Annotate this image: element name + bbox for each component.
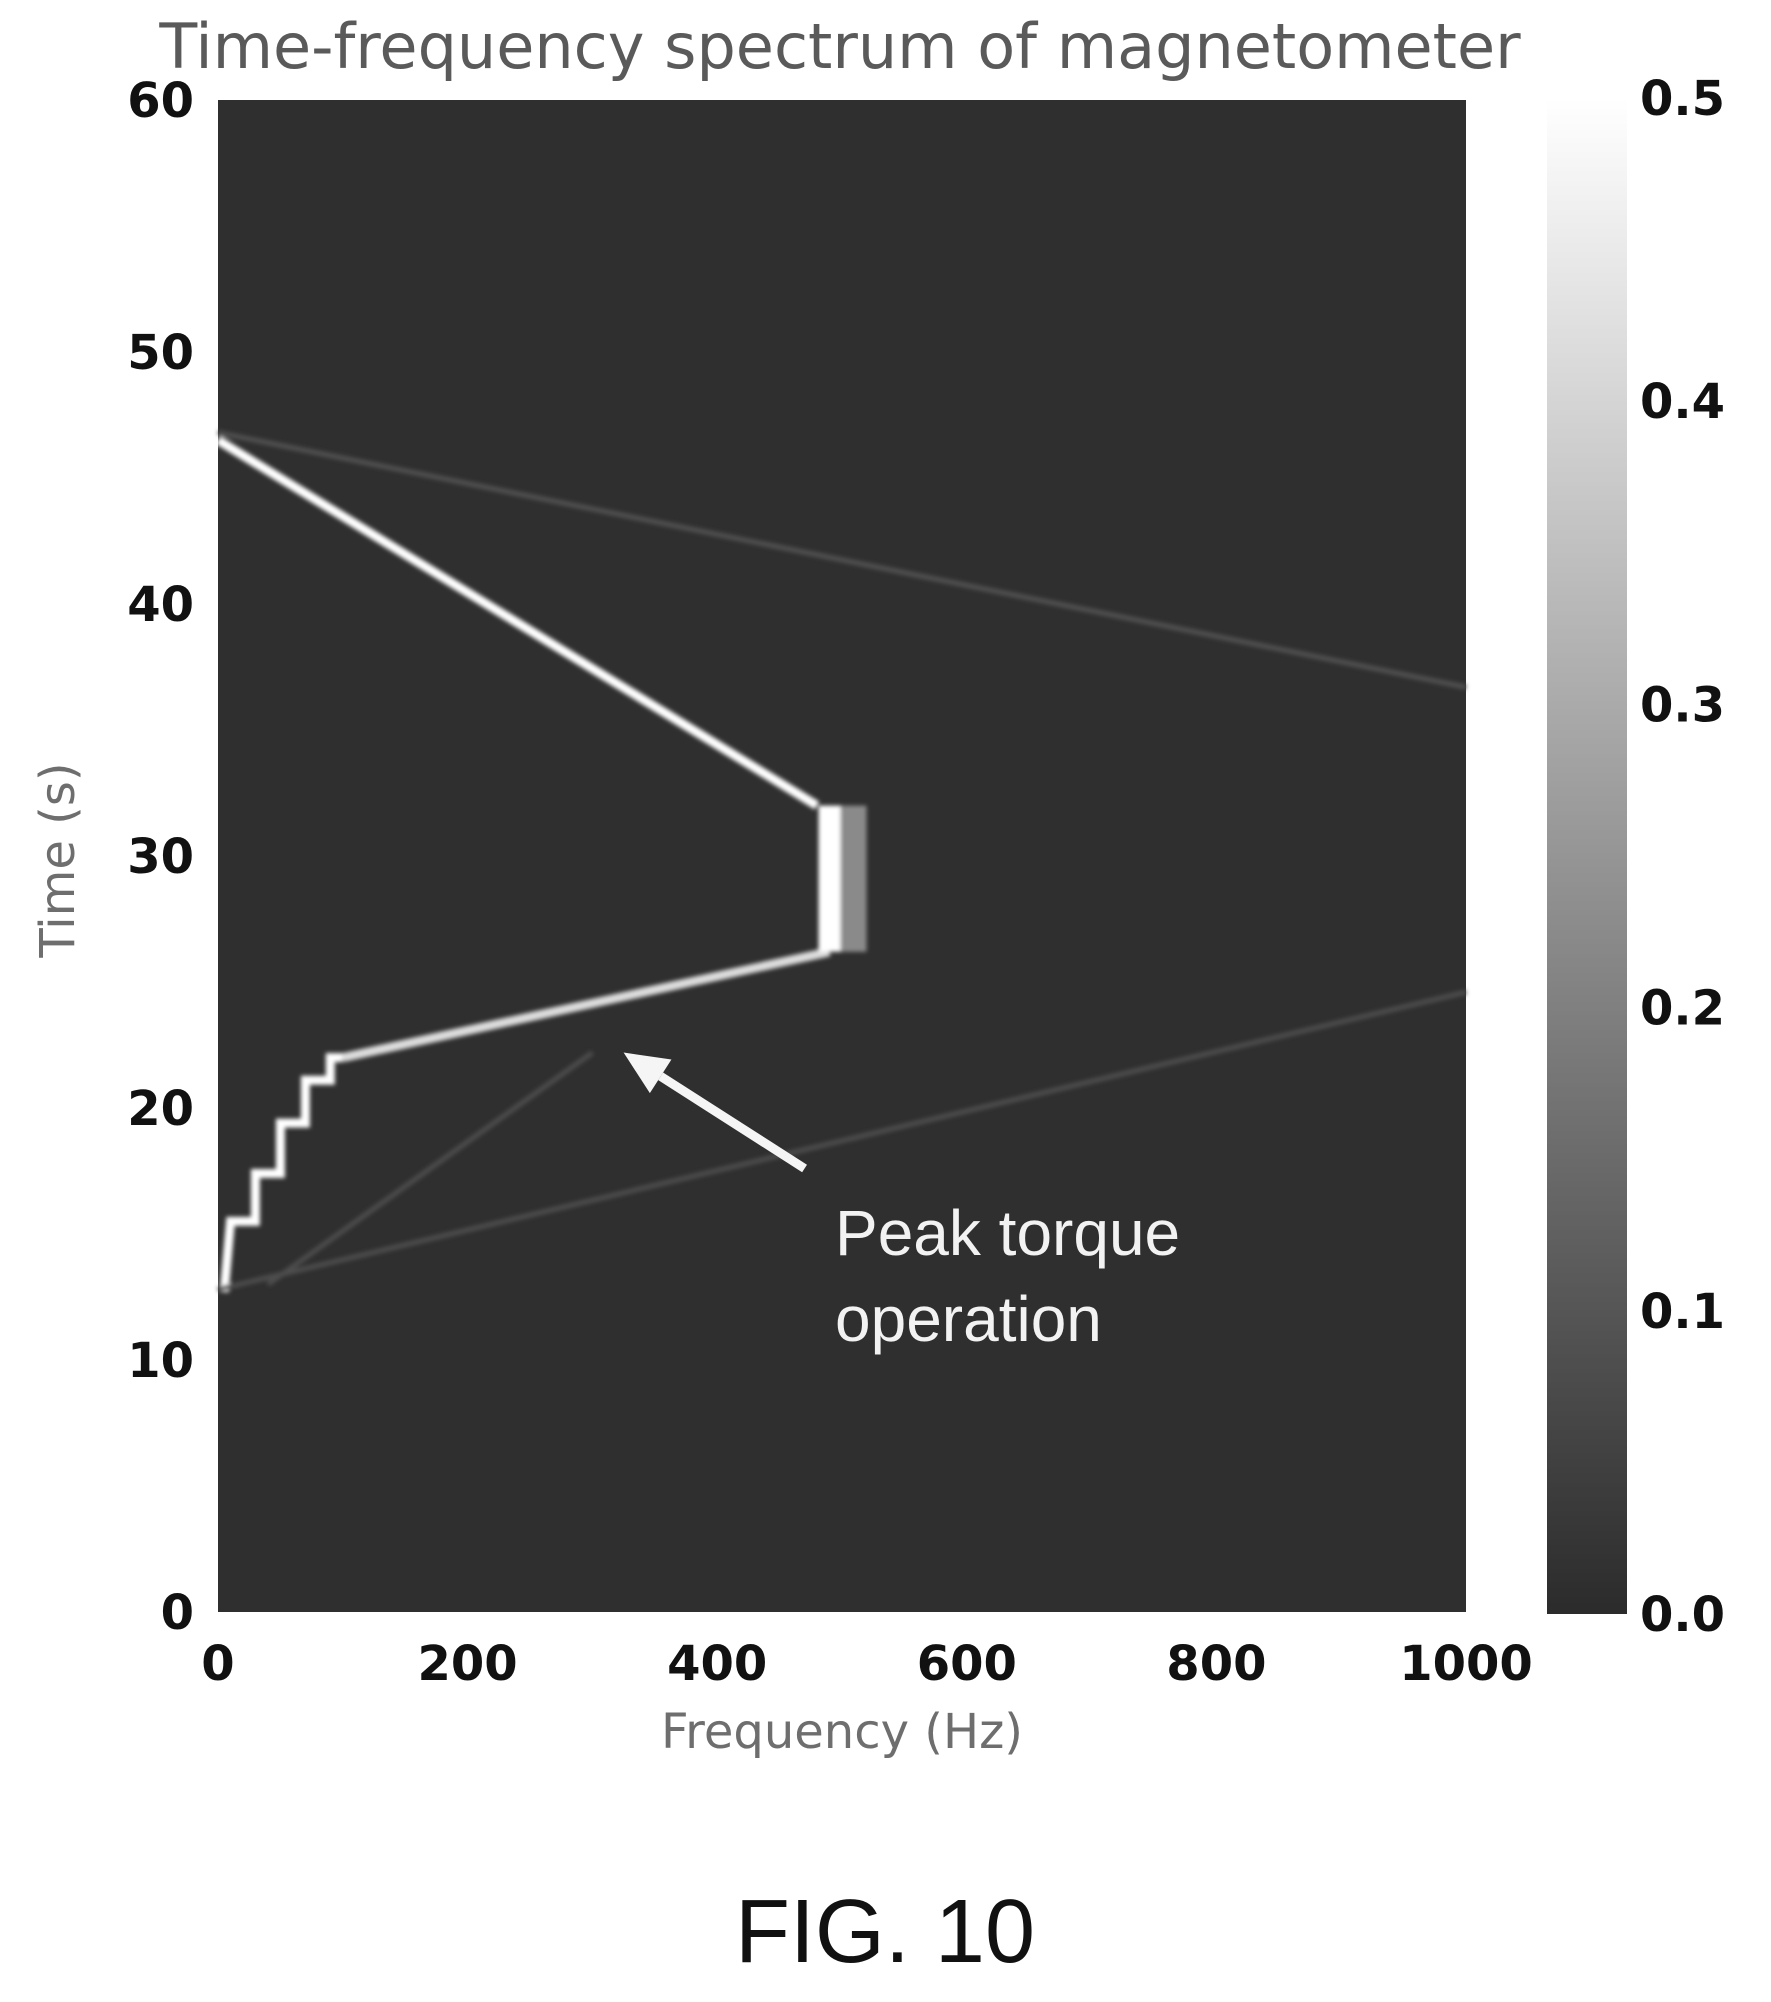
annotation: Peak torque operation: [623, 1052, 1180, 1355]
x-tick-label: 200: [417, 1636, 517, 1692]
chart-title: Time-frequency spectrum of magnetometer: [158, 10, 1521, 83]
figure-label: FIG. 10: [735, 1882, 1035, 1982]
y-tick-label: 50: [127, 325, 194, 381]
x-tick-label: 400: [667, 1636, 767, 1692]
y-tick-label: 40: [127, 577, 194, 633]
annotation-text-line-2: operation: [835, 1283, 1102, 1355]
colorbar-tick-label: 0.0: [1640, 1587, 1725, 1643]
colorbar: 0.0 0.1 0.2 0.3 0.4 0.5: [1547, 71, 1725, 1643]
spectral-trace-6: [266, 1050, 594, 1287]
spectral-trace-5: [217, 989, 1467, 1292]
annotation-arrow-shaft: [658, 1072, 807, 1173]
colorbar-tick-label: 0.2: [1640, 981, 1725, 1037]
colorbar-tick-labels: 0.0 0.1 0.2 0.3 0.4 0.5: [1640, 71, 1725, 1643]
colorbar-tick-label: 0.4: [1640, 374, 1725, 430]
x-tick-label: 800: [1166, 1636, 1266, 1692]
x-tick-label: 600: [917, 1636, 1017, 1692]
y-tick-label: 60: [127, 73, 194, 129]
spectral-trace-0: [219, 1053, 343, 1293]
x-axis-label: Frequency (Hz): [661, 1704, 1023, 1760]
annotation-arrow-head: [623, 1052, 672, 1094]
x-tick-label: 0: [201, 1636, 234, 1692]
spectral-band-3: [818, 805, 841, 952]
y-tick-label: 0: [161, 1585, 194, 1641]
annotation-text-line-1: Peak torque: [835, 1197, 1180, 1269]
y-tick-label: 20: [127, 1081, 194, 1137]
colorbar-gradient: [1547, 98, 1627, 1614]
y-axis-label: Time (s): [30, 762, 86, 958]
spectral-band-fade-3: [840, 805, 867, 952]
plot-area: Peak torque operation: [215, 100, 1467, 1612]
x-tick-label: 1000: [1399, 1636, 1533, 1692]
colorbar-tick-label: 0.1: [1640, 1284, 1725, 1340]
spectrum-traces: [215, 430, 1467, 1293]
x-tick-labels: 0 200 400 600 800 1000: [201, 1636, 1533, 1692]
y-tick-label: 30: [127, 829, 194, 885]
colorbar-tick-label: 0.5: [1640, 71, 1725, 127]
y-tick-labels: 0 10 20 30 40 50 60: [127, 73, 194, 1641]
colorbar-tick-label: 0.3: [1640, 677, 1725, 733]
spectral-trace-1: [215, 436, 820, 810]
spectral-trace-4: [217, 430, 1467, 690]
spectral-trace-2: [341, 947, 831, 1062]
y-tick-label: 10: [127, 1333, 194, 1389]
